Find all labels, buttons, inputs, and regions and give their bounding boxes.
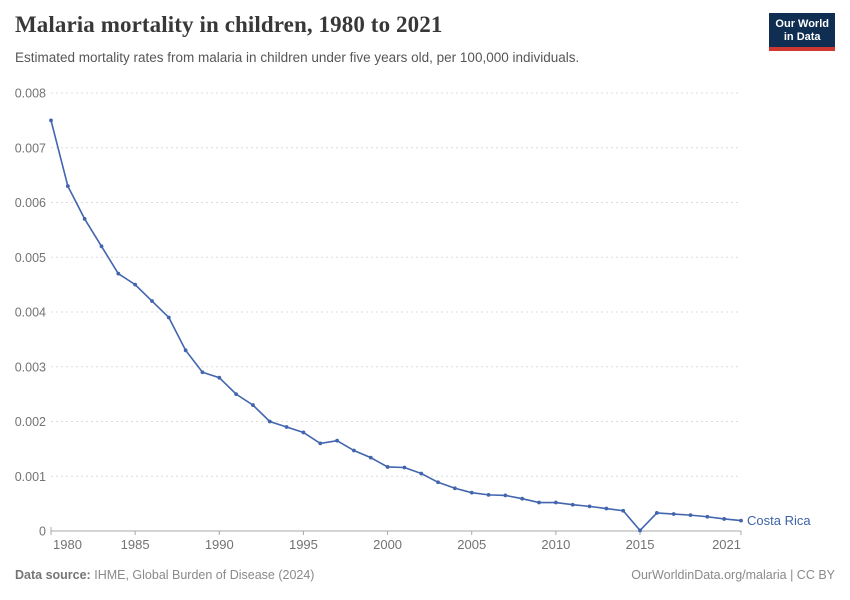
data-point[interactable] [234,392,239,397]
y-tick-label: 0.008 [15,87,46,101]
data-point[interactable] [739,518,743,523]
data-point[interactable] [503,493,508,498]
malaria-line-chart[interactable]: 0 0.001 0.002 0.003 0.004 0.005 0.006 0.007 0.00… [0,80,850,560]
data-point[interactable] [65,184,70,188]
data-point[interactable] [352,448,356,453]
data-point[interactable] [301,430,306,435]
data-point[interactable] [469,490,474,495]
data-point[interactable] [638,528,642,533]
owid-logo-line2: in Data [783,31,821,43]
data-point[interactable] [284,425,289,429]
x-tick-label: 1985 [121,537,150,552]
data-point[interactable] [436,480,440,485]
data-point[interactable] [335,438,339,443]
data-point[interactable] [200,370,205,375]
data-point[interactable] [402,465,407,470]
chart-area: 0 0.001 0.002 0.003 0.004 0.005 0.006 0.007 0.00… [0,80,850,560]
y-tick-label: 0.007 [15,141,46,155]
owid-logo-line1: Our World [775,18,829,30]
data-point[interactable] [553,500,558,505]
y-tick-label: 0.004 [15,306,46,320]
data-point[interactable] [217,375,222,380]
data-point[interactable] [486,492,491,497]
data-source-text: IHME, Global Burden of Disease (2024) [94,568,315,582]
data-point[interactable] [453,486,457,491]
x-tick-label: 1995 [289,537,318,552]
x-tick-label: 1990 [205,537,234,552]
data-point[interactable] [99,244,104,249]
x-tick-label: 2015 [626,537,655,552]
x-tick-label: 2021 [712,537,741,552]
series-line[interactable] [50,120,742,532]
footer-link[interactable]: OurWorldinData.org/malaria | CC BY [631,568,835,582]
x-tick-label: 2005 [457,537,486,552]
x-tick-label: 2010 [541,537,570,552]
data-point[interactable] [116,271,121,276]
data-point[interactable] [368,455,373,460]
data-point[interactable] [722,517,727,521]
data-point[interactable] [587,504,592,509]
data-point[interactable] [604,506,609,511]
data-point[interactable] [318,441,323,446]
owid-logo[interactable]: Our World in Data [769,13,835,51]
data-point[interactable] [166,315,171,320]
y-tick-label: 0.005 [15,251,46,265]
y-tick-label: 0.003 [15,360,46,374]
data-point[interactable] [537,500,541,505]
data-point[interactable] [654,511,659,515]
data-point[interactable] [150,299,154,303]
data-point[interactable] [570,502,575,507]
y-tick-label: 0 [39,525,46,539]
y-tick-label: 0.002 [15,415,46,429]
data-point[interactable] [621,508,626,513]
data-source: Data source: IHME, Global Burden of Dise… [15,568,314,582]
data-source-label: Data source: [15,568,91,582]
data-point[interactable] [133,282,138,287]
y-tick-label: 0.006 [15,196,46,210]
data-point[interactable] [183,348,188,353]
page-title: Malaria mortality in children, 1980 to 2… [15,12,443,37]
data-point[interactable] [82,217,87,221]
data-point[interactable] [385,465,390,469]
x-tick-label: 1980 [53,537,82,552]
data-point[interactable] [705,514,710,519]
data-point[interactable] [671,512,676,516]
data-point[interactable] [49,118,53,123]
chart-subtitle: Estimated mortality rates from malaria i… [15,50,580,65]
data-point[interactable] [267,419,272,424]
data-point[interactable] [251,403,255,407]
series-label[interactable]: Costa Rica [747,513,811,528]
data-point[interactable] [688,513,693,518]
footer: Data source: IHME, Global Burden of Dise… [15,568,835,582]
x-tick-label: 2000 [373,537,402,552]
data-point[interactable] [520,496,525,501]
y-tick-label: 0.001 [15,470,46,484]
data-point[interactable] [419,471,424,476]
